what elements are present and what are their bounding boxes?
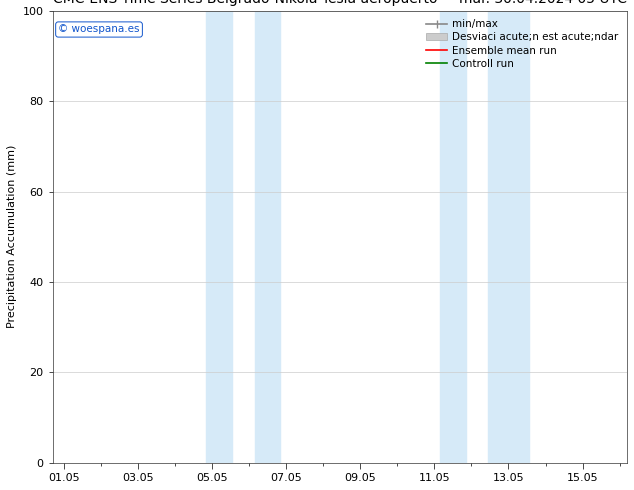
Y-axis label: Precipitation Accumulation (mm): Precipitation Accumulation (mm) [7, 145, 17, 328]
Text: CMC-ENS Time Series Belgrado-Nikola Tesla aeropuerto: CMC-ENS Time Series Belgrado-Nikola Tesl… [53, 0, 437, 6]
Legend: min/max, Desviaci acute;n est acute;ndar, Ensemble mean run, Controll run: min/max, Desviaci acute;n est acute;ndar… [424, 16, 622, 72]
Bar [440, 11, 466, 463]
Text: © woespana.es: © woespana.es [58, 24, 139, 34]
Bar [488, 11, 529, 463]
Bar [206, 11, 232, 463]
Bar [254, 11, 280, 463]
Text: mar. 30.04.2024 05 UTC: mar. 30.04.2024 05 UTC [459, 0, 627, 6]
